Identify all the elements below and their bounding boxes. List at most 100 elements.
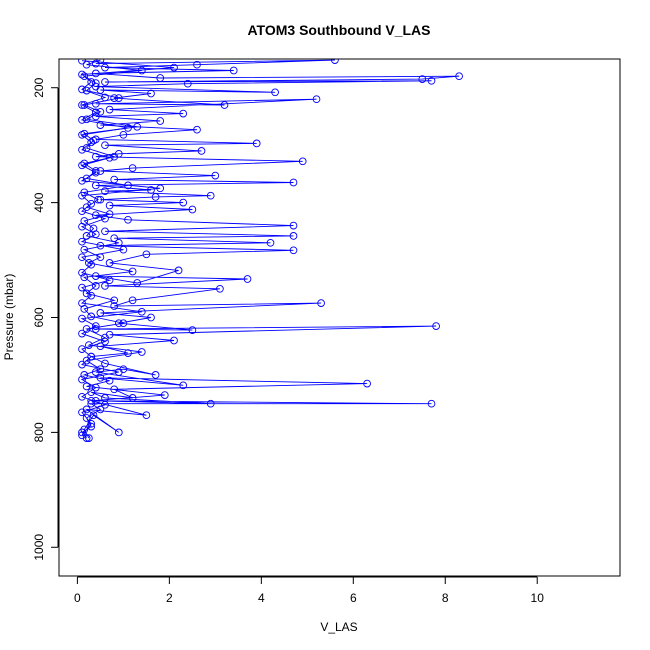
- data-point: [78, 392, 86, 401]
- data-point: [78, 253, 86, 262]
- data-point: [312, 95, 321, 104]
- data-point: [87, 78, 96, 86]
- data-point: [80, 72, 89, 81]
- data-point: [229, 66, 238, 75]
- data-point: [78, 207, 86, 216]
- data-point: [105, 105, 114, 114]
- data-point: [85, 341, 93, 349]
- data-point: [271, 88, 279, 97]
- data-point: [91, 282, 100, 290]
- data-point: [105, 210, 114, 218]
- data-point: [96, 195, 105, 204]
- data-point: [82, 414, 91, 422]
- data-point: [101, 333, 109, 342]
- data-point: [151, 193, 160, 201]
- series-line: [82, 59, 165, 439]
- data-point: [80, 245, 89, 254]
- data-point: [110, 152, 119, 161]
- data-point: [91, 211, 100, 220]
- x-tick-label: 4: [258, 591, 265, 605]
- y-tick-label: 200: [32, 77, 46, 97]
- x-tick-label: 10: [531, 591, 545, 605]
- data-point: [220, 101, 229, 109]
- data-point: [156, 74, 165, 82]
- data-point: [114, 94, 123, 102]
- data-point: [78, 101, 86, 109]
- data-point: [101, 400, 109, 409]
- data-point: [124, 215, 132, 224]
- data-point: [105, 259, 114, 267]
- data-point: [133, 122, 142, 131]
- series-layer: [78, 59, 463, 442]
- x-axis: 0 2 4 6 8 10: [74, 576, 545, 605]
- data-point: [101, 78, 109, 86]
- y-tick-label: 400: [32, 192, 46, 212]
- data-point: [183, 79, 192, 88]
- data-point: [151, 371, 160, 379]
- data-point: [243, 275, 252, 283]
- data-point: [78, 145, 86, 154]
- data-point: [124, 124, 132, 132]
- data-point: [78, 222, 86, 231]
- data-point: [170, 336, 178, 345]
- data-point: [78, 431, 86, 440]
- data-point: [78, 59, 86, 65]
- data-point: [142, 250, 151, 259]
- data-point: [78, 85, 86, 94]
- data-point: [101, 227, 109, 236]
- data-point: [105, 376, 114, 385]
- data-point: [128, 267, 137, 276]
- data-point: [82, 382, 91, 391]
- data-point: [206, 191, 215, 200]
- data-point: [87, 388, 96, 397]
- data-point: [432, 322, 440, 330]
- data-point: [105, 201, 114, 210]
- data-point: [206, 399, 215, 408]
- data-point: [156, 117, 165, 125]
- data-point: [179, 381, 188, 390]
- data-point: [91, 322, 100, 330]
- data-point: [96, 167, 105, 175]
- data-point: [179, 198, 188, 207]
- data-point: [82, 174, 91, 183]
- data-point: [91, 79, 100, 87]
- data-point: [105, 276, 114, 285]
- data-point: [298, 157, 307, 166]
- data-point: [91, 168, 100, 177]
- data-point: [101, 63, 109, 72]
- data-point: [101, 187, 109, 195]
- data-point: [266, 238, 275, 247]
- data-point: [128, 164, 137, 172]
- data-point: [87, 312, 96, 321]
- data-point: [211, 171, 220, 180]
- data-point: [101, 93, 109, 102]
- data-point: [119, 245, 128, 254]
- data-point: [80, 273, 89, 282]
- data-point: [96, 59, 105, 64]
- data-point: [363, 379, 371, 388]
- data-point: [105, 153, 114, 162]
- data-point: [91, 108, 100, 117]
- data-point: [78, 283, 86, 292]
- data-point: [252, 139, 261, 148]
- data-point: [317, 299, 325, 307]
- data-point: [78, 360, 86, 369]
- data-point: [87, 138, 96, 147]
- data-point: [78, 176, 86, 185]
- data-point: [101, 337, 109, 346]
- data-point: [137, 307, 146, 316]
- data-point: [78, 237, 86, 246]
- data-point: [289, 221, 298, 230]
- data-point: [91, 152, 100, 161]
- data-point: [170, 63, 178, 72]
- x-tick-label: 6: [350, 591, 357, 605]
- data-point: [87, 260, 96, 269]
- data-point: [78, 130, 86, 139]
- data-point: [188, 326, 197, 334]
- data-point: [78, 268, 86, 277]
- data-point: [80, 101, 89, 109]
- data-point: [156, 184, 165, 193]
- data-point: [80, 371, 89, 379]
- data-point: [197, 147, 206, 155]
